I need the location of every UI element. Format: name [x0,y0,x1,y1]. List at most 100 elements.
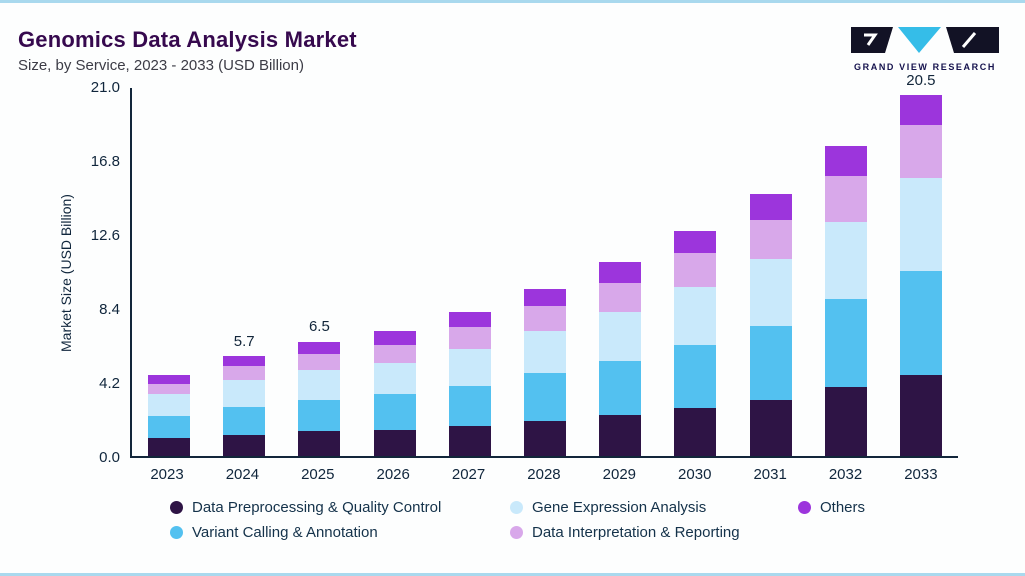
legend-marker-icon [510,501,523,514]
bar-segment [373,394,416,430]
bar-2030 [674,88,717,456]
stacked-bar [899,94,942,456]
stacked-bar [373,330,416,456]
bar-segment [373,345,416,363]
bar-segment [448,311,491,328]
x-axis-label: 2023 [150,466,184,483]
bar-segment [148,383,190,395]
bar-segment [523,373,566,421]
bar-segment [298,431,341,456]
bar-segment [448,348,491,386]
bar-segment [599,262,642,284]
chart-title: Genomics Data Analysis Market [18,27,357,52]
bar-2029 [599,88,642,456]
bar-segment [824,145,867,176]
stacked-bar [599,262,642,456]
bar-value-label: 20.5 [906,71,936,89]
bar-segment [373,330,416,346]
bar-segment [749,399,792,456]
logo-text: GRAND VIEW RESEARCH [854,62,996,72]
stacked-bar [674,230,717,456]
bar-segment [448,327,491,349]
y-tick-label: 8.4 [99,301,120,318]
bar-value-label: 5.7 [233,332,255,350]
bar-segment [899,374,942,456]
bar-segment [448,426,491,456]
bar-segment [298,341,341,354]
stacked-bar [448,311,491,456]
x-axis-labels: 2023 2024 2025 2026 2027 2028 2029 2030 2031 2032… [130,466,958,483]
y-tick-label: 12.6 [90,227,120,244]
x-axis-label: 2029 [602,466,637,483]
bar-2031 [749,88,792,456]
bar-2027 [448,88,491,456]
legend-marker-icon [510,526,523,539]
bar-segment [899,271,942,375]
bar-segment [899,94,942,125]
x-axis-label: 2026 [376,466,410,483]
x-axis-label: 2028 [527,466,561,483]
bar-segment [599,283,642,312]
bar-segment [373,429,416,456]
bar-segment [674,408,717,456]
bar-2023 [148,88,190,456]
plot-area: 5.7 6.5 20.5 [130,72,958,458]
x-axis-label: 2027 [451,466,486,483]
x-axis-label: 2033 [904,466,938,483]
bar-segment [674,286,717,346]
y-axis-ticks: 0.0 4.2 8.4 12.6 16.8 21.0 [78,79,130,466]
legend-item: Data Preprocessing & Quality Control [170,499,510,516]
legend-row-2: Variant Calling & Annotation Data Interpr… [170,524,1025,541]
bar-segment [749,219,792,259]
bar-segment [298,369,341,400]
bar-segment [523,288,566,307]
x-axis-label: 2024 [225,466,260,483]
legend-item: Gene Expression Analysis [510,499,798,516]
bar-segment [674,230,717,254]
bar-2026 [373,88,416,456]
legend-item: Others [798,499,1025,516]
y-tick-label: 21.0 [90,79,120,96]
bar-segment [523,306,566,331]
bar-segment [599,311,642,361]
legend-item: Data Interpretation & Reporting [510,524,798,541]
stacked-bar [298,341,341,456]
plot-column: 5.7 6.5 20.5 2023 2024 2025 2026 2027 2028 2029 2… [130,72,958,483]
x-axis-label: 2032 [828,466,863,483]
y-tick-label: 4.2 [99,375,120,392]
bar-segment [223,434,266,456]
bar-segment [148,375,190,384]
bar-segment [899,124,942,178]
chart-header: Genomics Data Analysis Market Size, by S… [0,3,1025,74]
bar-2032 [824,88,867,456]
bar-2025: 6.5 [298,88,341,456]
legend-marker-icon [170,526,183,539]
legend-row-1: Data Preprocessing & Quality Control Gene… [170,499,1025,516]
bar-segment [448,385,491,427]
bar-segment [749,193,792,220]
bar-segment [223,380,266,407]
stacked-bar [148,375,190,456]
bar-segment [824,387,867,456]
legend-label: Variant Calling & Annotation [192,524,378,541]
logo-mark-icon [851,27,999,53]
stacked-bar [824,145,867,456]
legend-item: Variant Calling & Annotation [170,524,510,541]
bar-segment [824,299,867,388]
bar-2024: 5.7 [223,88,266,456]
bar-segment [223,355,266,367]
legend-marker-icon [798,501,811,514]
bar-segment [298,399,341,432]
bar-segment [148,438,190,456]
legend-label: Gene Expression Analysis [532,499,707,516]
x-axis-label: 2031 [753,466,787,483]
grand-view-research-logo: GRAND VIEW RESEARCH [851,27,999,72]
bar-segment [148,415,190,439]
bar-segment [148,394,190,416]
bar-segment [223,366,266,381]
bar-segment [523,330,566,374]
x-axis-label: 2030 [678,466,712,483]
bar-segment [824,221,867,300]
stacked-bar [523,288,566,456]
